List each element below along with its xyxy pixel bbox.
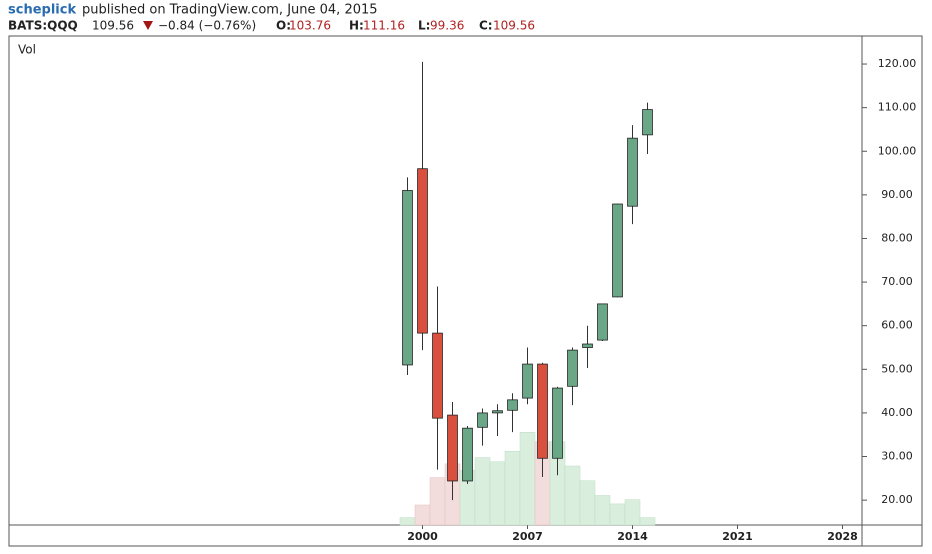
candle-body: [537, 363, 548, 459]
candle-body: [567, 349, 578, 387]
volume-bar: [399, 517, 416, 526]
volume-bar: [609, 503, 626, 526]
y-tick-label: 30.00: [881, 450, 913, 463]
symbol: BATS:QQQ: [8, 19, 78, 33]
published: published on TradingView.com, June 04, 2…: [82, 3, 378, 18]
volume-bar: [564, 465, 581, 526]
x-tick-label: 2000: [407, 530, 438, 543]
x-tick-label: 2007: [512, 530, 543, 543]
x-tick-label: 2028: [827, 530, 858, 543]
candle-body: [402, 190, 413, 366]
y-tick-label: 20.00: [881, 493, 913, 506]
close-label: C:: [479, 19, 493, 33]
candle-body: [447, 414, 458, 482]
volume-bar: [639, 517, 656, 526]
candle-body: [522, 363, 533, 399]
high-value: 111.16: [363, 19, 405, 33]
candle-body: [462, 427, 473, 482]
candle-body: [642, 109, 653, 136]
x-tick-label: 2021: [722, 530, 753, 543]
y-tick-label: 40.00: [881, 406, 913, 419]
frame: [8, 35, 923, 547]
y-tick-label: 60.00: [881, 319, 913, 332]
volume-bar: [519, 432, 536, 526]
y-tick-label: 80.00: [881, 231, 913, 244]
candle-body: [477, 412, 488, 428]
candle-body: [582, 343, 593, 348]
candle-body: [552, 387, 563, 459]
price: 109.56: [92, 19, 134, 33]
volume-bar: [504, 450, 521, 526]
y-tick-label: 120.00: [878, 57, 917, 70]
candle-body: [432, 332, 443, 419]
open-value: 103.76: [289, 19, 331, 33]
candle-body: [507, 399, 518, 411]
y-tick-label: 50.00: [881, 362, 913, 375]
y-tick-label: 70.00: [881, 275, 913, 288]
y-tick-label: 110.00: [878, 101, 917, 114]
volume-label: Vol: [18, 43, 36, 57]
volume-bar: [429, 477, 446, 526]
volume-bar: [474, 457, 491, 526]
low-label: L:: [418, 19, 430, 33]
y-tick-label: 100.00: [878, 144, 917, 157]
candle-body: [627, 137, 638, 207]
candle-body: [492, 410, 503, 414]
down-arrow: [143, 21, 153, 30]
volume-bar: [594, 495, 611, 526]
x-tick-label: 2014: [617, 530, 648, 543]
volume-bar: [414, 504, 431, 526]
close-value: 109.56: [493, 19, 535, 33]
volume-bar: [579, 480, 596, 526]
high-label: H:: [349, 19, 364, 33]
volume-bar: [489, 461, 506, 526]
candle-body: [597, 303, 608, 341]
open-label: O:: [276, 19, 291, 33]
low-value: 99.36: [430, 19, 464, 33]
author[interactable]: scheplick: [8, 3, 76, 18]
change: −0.84 (−0.76%): [158, 19, 256, 33]
volume-bar: [624, 499, 641, 526]
candle-body: [612, 203, 623, 298]
candle-body: [417, 168, 428, 334]
y-tick-label: 90.00: [881, 188, 913, 201]
